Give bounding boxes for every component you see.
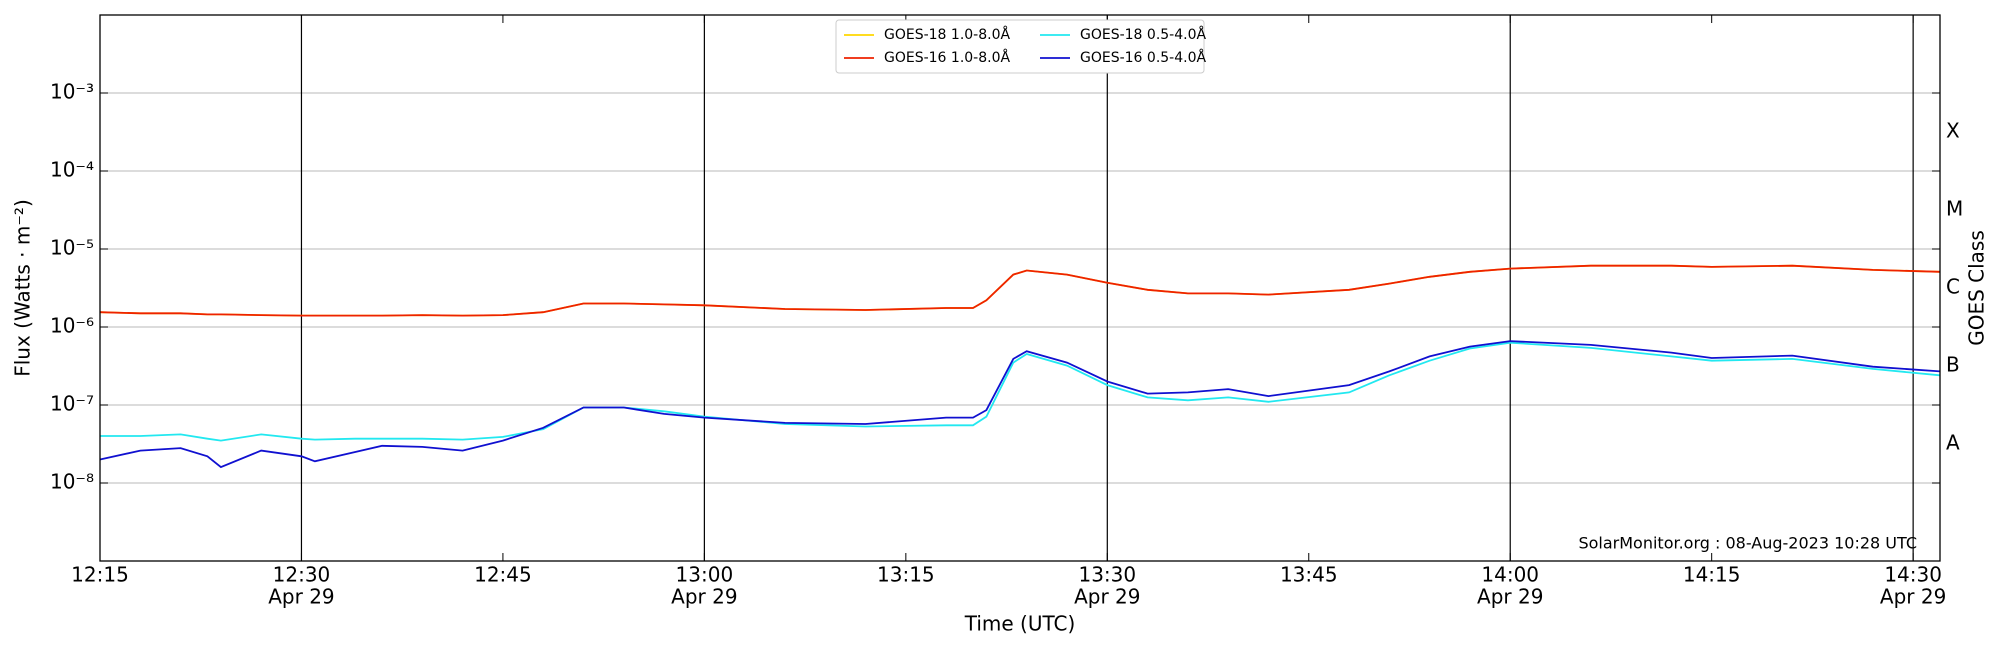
x-tick-label: 13:00 [676, 563, 734, 587]
y-tick-label: 10⁻³ [50, 80, 94, 104]
x-tick-label: 12:15 [71, 563, 129, 587]
y2-tick-label: A [1946, 431, 1960, 455]
y-tick-label: 10⁻⁴ [50, 158, 94, 182]
x-tick-label: 12:30 [273, 563, 331, 587]
x-tick-date: Apr 29 [1477, 585, 1543, 609]
legend-label: GOES-16 1.0-8.0Å [884, 49, 1010, 66]
legend-label: GOES-16 0.5-4.0Å [1080, 49, 1206, 66]
y2-tick-label: B [1946, 353, 1960, 377]
x-tick-label: 13:15 [877, 563, 935, 587]
y2-tick-label: X [1946, 119, 1960, 143]
x-tick-date: Apr 29 [268, 585, 334, 609]
series-line [100, 341, 1941, 442]
legend-box [835, 19, 1205, 74]
x-tick-label: 14:15 [1683, 563, 1741, 587]
y-axis-label: Flux (Watts · m⁻²) [11, 199, 35, 377]
x-tick-label: 14:00 [1481, 563, 1539, 587]
y2-axis-label: GOES Class [1965, 230, 1989, 346]
x-tick-label: 13:45 [1280, 563, 1338, 587]
y-tick-label: 10⁻⁵ [50, 236, 94, 260]
series-line [99, 264, 1941, 317]
y-tick-label: 10⁻⁷ [50, 392, 94, 416]
x-tick-label: 12:45 [474, 563, 532, 587]
x-axis-label: Time (UTC) [964, 612, 1076, 636]
legend: GOES-18 1.0-8.0Å GOES-16 1.0-8.0Å GOES-18 … [835, 19, 1206, 74]
y2-tick-label: C [1946, 275, 1960, 299]
x-tick-label: 14:30 [1884, 563, 1942, 587]
x-tick-label: 13:30 [1078, 563, 1136, 587]
legend-label: GOES-18 1.0-8.0Å [884, 26, 1010, 43]
x-tick-date: Apr 29 [1880, 585, 1946, 609]
series-line [99, 340, 1941, 469]
x-tick-date: Apr 29 [1074, 585, 1140, 609]
y-tick-label: 10⁻⁸ [50, 470, 94, 494]
x-tick-date: Apr 29 [671, 585, 737, 609]
plot-frame [99, 14, 1941, 562]
annotation: SolarMonitor.org : 08-Aug-2023 10:28 UTC [1578, 534, 1917, 553]
legend-label: GOES-18 0.5-4.0Å [1080, 26, 1206, 43]
y-tick-label: 10⁻⁶ [50, 314, 94, 338]
y2-tick-label: M [1946, 197, 1963, 221]
